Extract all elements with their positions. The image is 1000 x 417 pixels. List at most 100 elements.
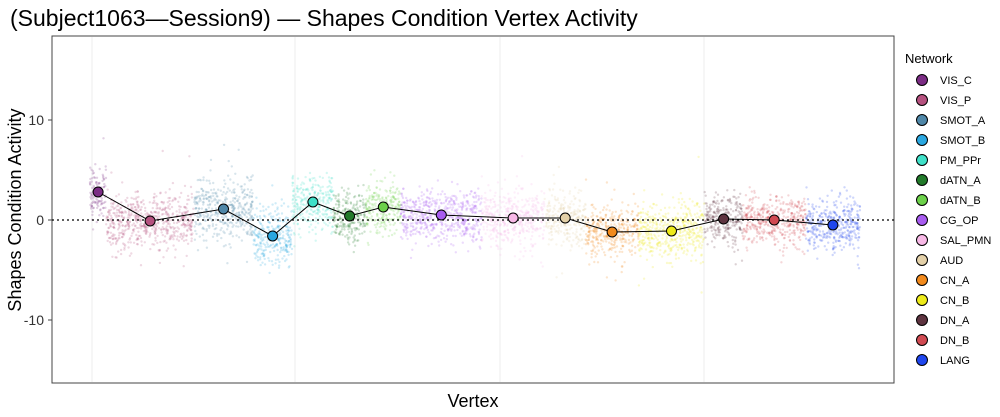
- data-point: [348, 224, 352, 227]
- data-point: [204, 194, 207, 197]
- data-point: [453, 213, 456, 216]
- data-point: [171, 181, 175, 185]
- data-point: [102, 177, 106, 181]
- data-point: [701, 260, 705, 264]
- data-point: [525, 209, 528, 212]
- data-point: [231, 235, 235, 238]
- data-point: [524, 211, 527, 214]
- data-point: [275, 213, 278, 217]
- data-point: [410, 217, 413, 221]
- data-point: [686, 250, 689, 253]
- data-point: [166, 230, 169, 233]
- data-point: [614, 279, 617, 282]
- data-point: [160, 200, 164, 204]
- data-point: [171, 213, 174, 216]
- data-point: [137, 230, 140, 233]
- data-point: [217, 199, 220, 202]
- data-point: [142, 229, 146, 233]
- data-point: [89, 197, 93, 200]
- data-point: [222, 216, 226, 220]
- data-point: [379, 179, 382, 183]
- data-point: [694, 259, 698, 262]
- data-point: [190, 221, 193, 224]
- data-point: [284, 249, 287, 252]
- data-point: [572, 214, 576, 217]
- data-point: [630, 234, 634, 238]
- data-point: [535, 229, 538, 232]
- data-point: [387, 234, 390, 238]
- data-point: [553, 195, 557, 199]
- data-point: [689, 219, 692, 223]
- data-point: [685, 236, 688, 239]
- data-point: [480, 197, 483, 200]
- data-point: [117, 222, 120, 226]
- data-point: [563, 196, 566, 199]
- data-point: [144, 209, 147, 213]
- data-point: [378, 197, 382, 201]
- data-point: [665, 223, 668, 227]
- data-point: [637, 212, 640, 215]
- data-point: [552, 221, 556, 224]
- data-point: [140, 224, 143, 228]
- data-point: [113, 233, 116, 237]
- data-point: [583, 216, 586, 220]
- data-point: [554, 230, 557, 233]
- data-point: [577, 191, 580, 194]
- data-point: [784, 233, 787, 237]
- data-point: [128, 214, 132, 217]
- data-point: [182, 215, 185, 219]
- data-point: [365, 208, 368, 211]
- data-point: [525, 211, 528, 214]
- data-point: [249, 206, 252, 209]
- data-point: [616, 255, 619, 258]
- data-point: [417, 197, 421, 200]
- data-point: [336, 212, 339, 216]
- data-point: [256, 256, 260, 259]
- data-point: [520, 210, 524, 214]
- data-point: [568, 208, 571, 211]
- data-point: [569, 202, 572, 206]
- data-point: [443, 192, 446, 196]
- data-point: [749, 198, 752, 201]
- data-point: [785, 203, 788, 206]
- data-point: [693, 237, 696, 240]
- data-point: [471, 211, 474, 214]
- data-point: [308, 192, 311, 195]
- data-point: [133, 214, 136, 217]
- data-point: [525, 200, 529, 203]
- data-point: [243, 193, 247, 196]
- data-point: [150, 211, 153, 214]
- data-point: [595, 237, 598, 240]
- data-point: [124, 198, 127, 202]
- data-point: [638, 235, 641, 238]
- data-point: [668, 206, 671, 209]
- data-point: [525, 229, 528, 232]
- data-point: [124, 244, 127, 247]
- data-point: [306, 187, 309, 190]
- data-point: [288, 226, 292, 229]
- data-point: [496, 181, 500, 184]
- data-point: [126, 216, 129, 219]
- data-point: [112, 235, 115, 238]
- data-point: [364, 203, 367, 206]
- data-point: [318, 196, 322, 199]
- data-point: [151, 206, 154, 210]
- data-point: [699, 226, 702, 229]
- data-point: [125, 220, 129, 223]
- data-point: [332, 193, 335, 197]
- data-point: [713, 205, 716, 208]
- data-point: [90, 193, 94, 197]
- data-point: [617, 228, 620, 231]
- data-point: [590, 256, 593, 259]
- data-point: [631, 240, 634, 243]
- data-point: [568, 232, 571, 236]
- data-point: [401, 223, 404, 226]
- data-point: [196, 178, 199, 182]
- data-point: [120, 210, 123, 214]
- data-point: [393, 222, 397, 225]
- data-point: [414, 203, 417, 207]
- data-point: [702, 238, 705, 241]
- data-point: [657, 234, 660, 237]
- data-point: [804, 213, 807, 216]
- data-point: [194, 220, 197, 224]
